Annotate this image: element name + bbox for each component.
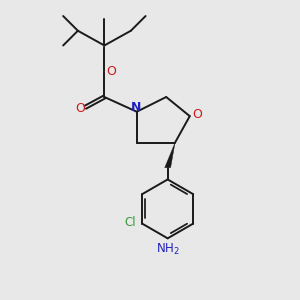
Text: O: O — [75, 102, 85, 115]
Polygon shape — [165, 142, 175, 168]
Text: O: O — [192, 108, 202, 121]
Text: O: O — [106, 65, 116, 79]
Text: N: N — [131, 101, 141, 114]
Text: NH$_2$: NH$_2$ — [156, 242, 180, 257]
Text: Cl: Cl — [124, 216, 136, 229]
